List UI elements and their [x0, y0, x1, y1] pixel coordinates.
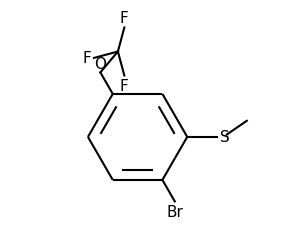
Text: F: F [120, 79, 129, 94]
Text: F: F [83, 51, 92, 66]
Text: O: O [94, 57, 106, 72]
Text: S: S [220, 130, 230, 145]
Text: Br: Br [167, 204, 183, 220]
Text: F: F [120, 11, 129, 26]
